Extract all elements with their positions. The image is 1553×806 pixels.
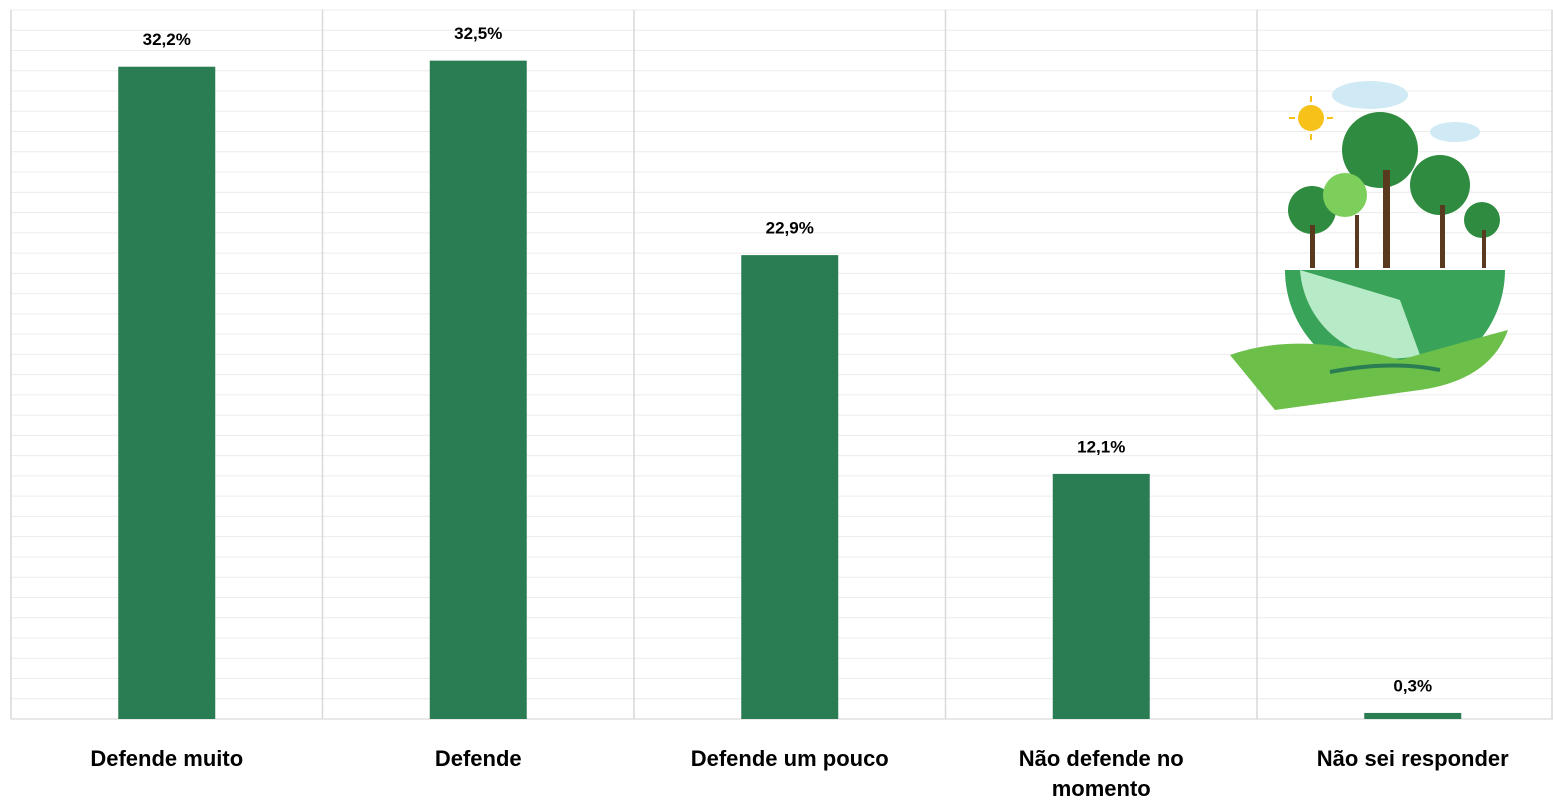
x-tick-label: Não defende no momento	[1018, 746, 1184, 801]
value-label: 32,5%	[454, 24, 502, 43]
bar	[1052, 473, 1150, 719]
bar	[1364, 712, 1462, 719]
illustration	[1230, 81, 1508, 410]
x-tick-label: Defende um pouco	[690, 746, 889, 771]
x-tick-label: Não sei responder	[1316, 746, 1509, 771]
bar	[741, 255, 839, 719]
bar	[118, 66, 216, 720]
value-label: 0,3%	[1393, 676, 1432, 695]
x-tick-label: Defende muito	[90, 746, 244, 771]
bar	[429, 60, 527, 719]
value-label: 22,9%	[766, 219, 814, 238]
value-label: 12,1%	[1077, 437, 1125, 456]
x-tick-label: Defende	[434, 746, 522, 771]
value-label: 32,2%	[143, 30, 191, 49]
